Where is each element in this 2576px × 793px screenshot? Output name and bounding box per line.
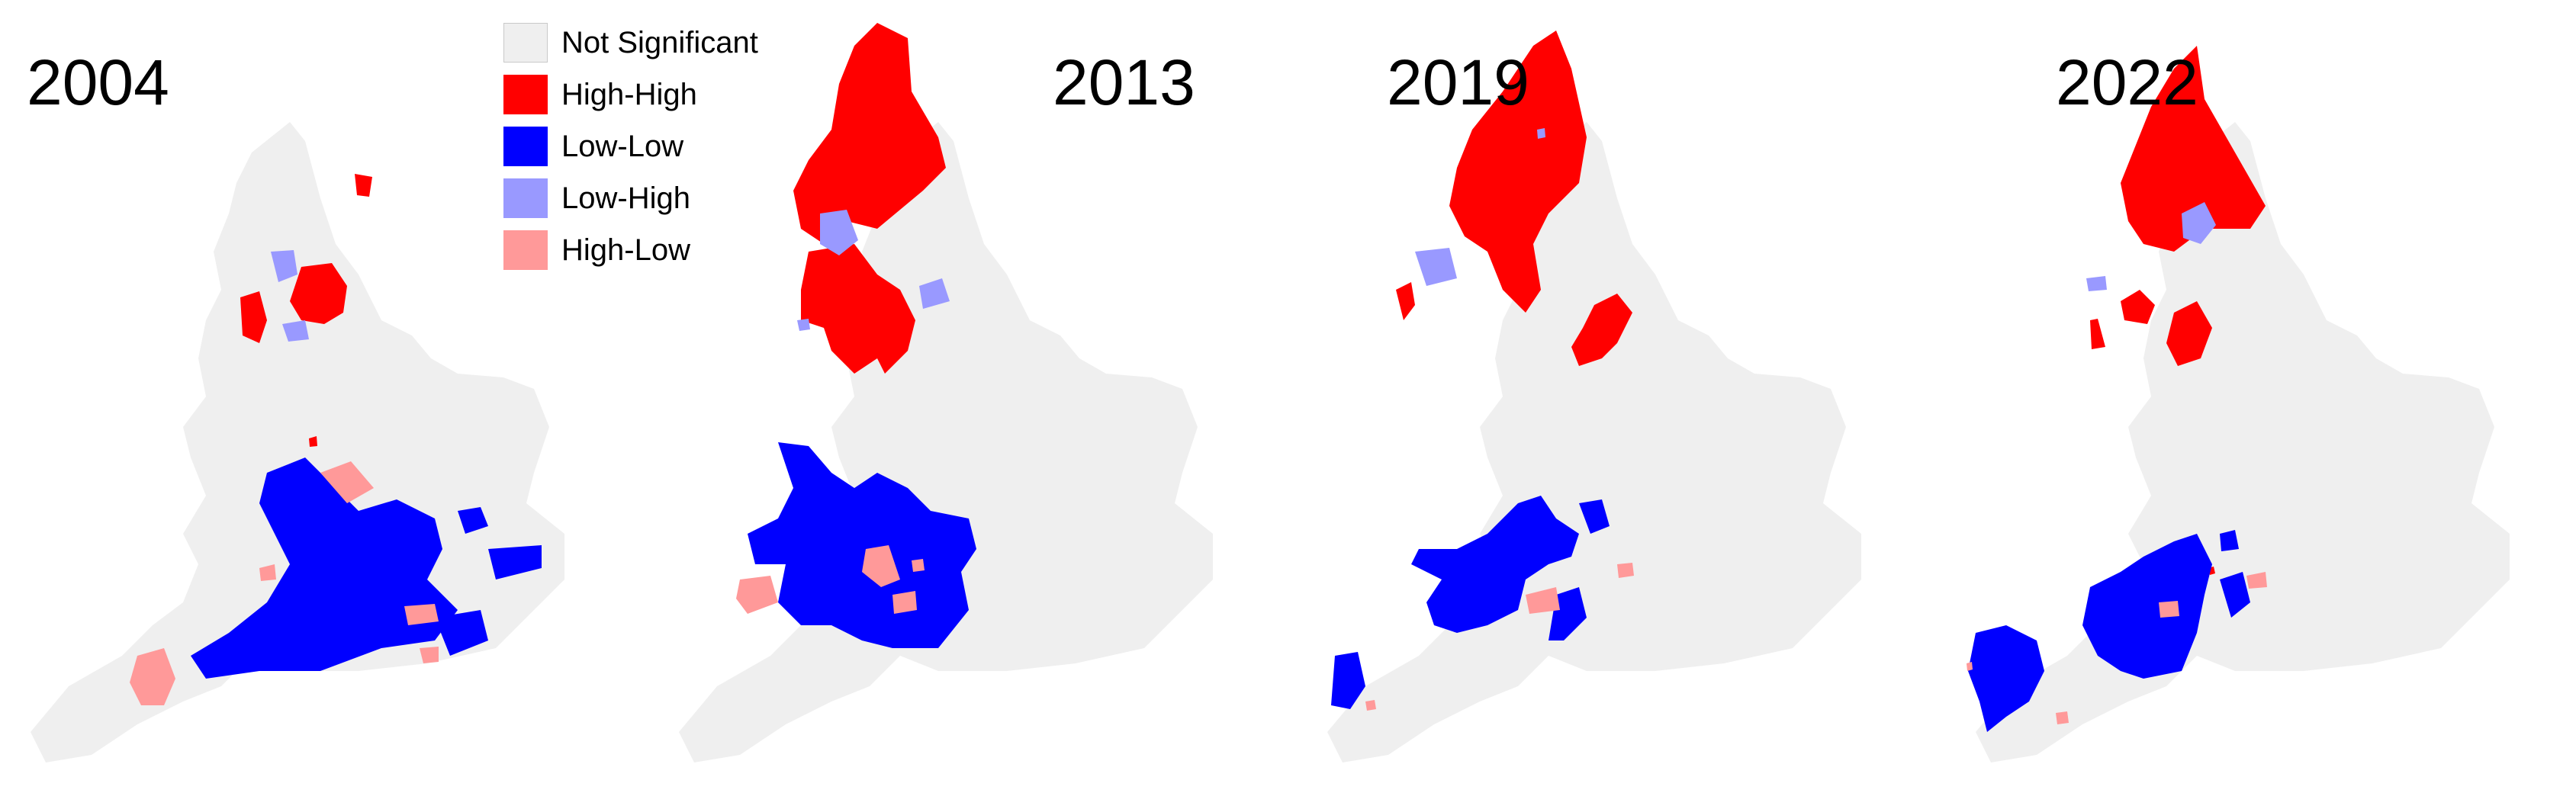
not-significant-region [679, 122, 1213, 762]
low-low-regions [1968, 530, 2250, 732]
map-panel-2013: 2013 [641, 0, 1266, 793]
low-low-regions [748, 442, 976, 648]
high-high-regions [793, 23, 946, 374]
map-panel-2004: 2004 [0, 0, 610, 793]
map-panel-2019: 2019 [1289, 0, 1915, 793]
legend-label: High-Low [561, 233, 690, 267]
high-low-regions [130, 461, 439, 705]
legend-swatch [503, 178, 548, 218]
not-significant-region [1327, 122, 1861, 762]
high-low-regions [1365, 563, 1634, 711]
legend: Not Significant High-High Low-Low Low-Hi… [503, 17, 758, 276]
legend-item-high-high: High-High [503, 69, 758, 120]
map-2022 [1967, 46, 2510, 762]
high-low-regions [1967, 572, 2267, 724]
legend-swatch [503, 230, 548, 270]
year-label: 2022 [2056, 47, 2198, 118]
legend-swatch [503, 75, 548, 114]
year-label: 2013 [1053, 47, 1195, 118]
year-label: 2004 [27, 47, 169, 118]
legend-item-not-significant: Not Significant [503, 17, 758, 69]
low-high-regions [797, 210, 950, 331]
low-high-regions [1415, 128, 1545, 286]
legend-label: High-High [561, 77, 697, 111]
map-2004 [31, 122, 564, 762]
legend-item-high-low: High-Low [503, 224, 758, 276]
year-label: 2019 [1387, 47, 1529, 118]
legend-item-low-high: Low-High [503, 172, 758, 224]
map-panel-2022: 2022 [1938, 0, 2563, 793]
legend-label: Low-High [561, 181, 690, 215]
map-2019 [1327, 30, 1861, 762]
legend-swatch [503, 127, 548, 166]
legend-swatch [503, 23, 548, 63]
high-high-regions [1396, 30, 1632, 366]
low-low-regions [1331, 496, 1610, 709]
map-2013 [679, 23, 1213, 762]
low-low-regions [191, 458, 542, 679]
low-high-regions [2086, 202, 2216, 291]
legend-label: Not Significant [561, 25, 758, 59]
high-high-regions [2090, 46, 2266, 575]
high-high-regions [240, 174, 372, 447]
legend-label: Low-Low [561, 129, 684, 163]
legend-item-low-low: Low-Low [503, 120, 758, 172]
low-high-regions [271, 250, 309, 342]
high-low-regions [736, 545, 925, 614]
